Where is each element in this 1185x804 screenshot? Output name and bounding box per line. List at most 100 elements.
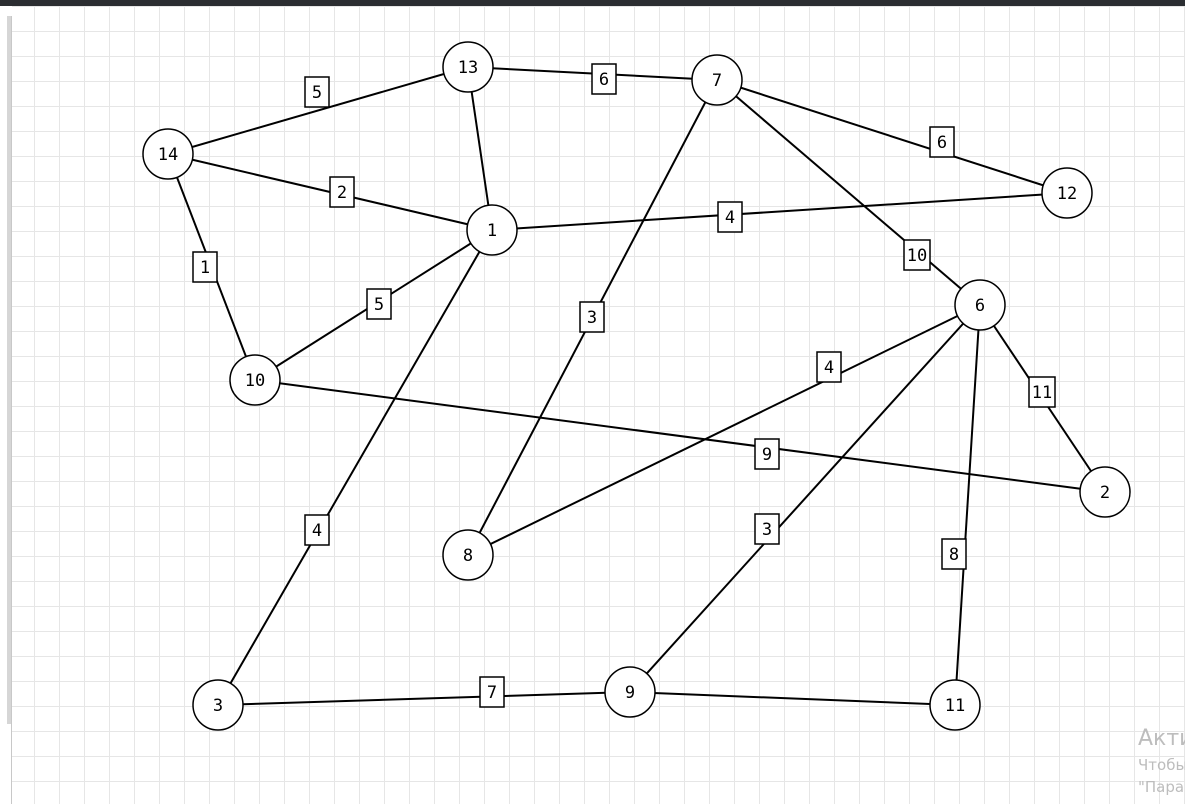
node-label: 11 [945, 696, 965, 716]
weight-label: 4 [824, 358, 834, 378]
weight-label: 10 [907, 246, 927, 266]
node-6[interactable]: 6 [954, 279, 1006, 331]
weight-box [366, 288, 392, 320]
weight-box [304, 514, 330, 546]
weight-box [903, 239, 931, 271]
weight-label: 4 [725, 208, 735, 228]
edge-weights-layer: 5 6 2 6 4 10 3 1 5 4 4 11 9 3 8 7 [192, 63, 1056, 708]
weight-box [941, 538, 967, 570]
node-label: 1 [487, 221, 497, 241]
node-circle[interactable] [691, 54, 743, 106]
weight-box [754, 513, 780, 545]
weight-label: 11 [1032, 383, 1052, 403]
window-top-bar [0, 0, 1185, 6]
node-14[interactable]: 14 [142, 128, 194, 180]
edge-weight-6-2: 11 [1028, 376, 1056, 408]
weight-box [192, 251, 218, 283]
weight-box [816, 351, 842, 383]
left-edge-divider [11, 16, 12, 804]
edge-weight-1-3: 4 [304, 514, 330, 546]
weight-label: 6 [937, 133, 947, 153]
edge-3-9 [217, 691, 631, 706]
node-circle[interactable] [442, 529, 494, 581]
node-circle[interactable] [954, 279, 1006, 331]
node-circle[interactable] [1079, 466, 1131, 518]
edge-13-1 [467, 66, 493, 231]
edge-9-11 [629, 691, 956, 706]
weight-label: 5 [374, 295, 384, 315]
weight-label: 5 [312, 83, 322, 103]
edge-weight-6-9: 3 [754, 513, 780, 545]
left-scrollbar[interactable] [7, 16, 11, 724]
weight-label: 6 [599, 70, 609, 90]
node-1[interactable]: 1 [466, 204, 518, 256]
node-11[interactable]: 11 [929, 679, 981, 731]
edge-weight-7-8: 3 [579, 301, 605, 333]
edge-6-8 [467, 304, 981, 556]
node-label: 6 [975, 296, 985, 316]
weight-label: 4 [312, 521, 322, 541]
watermark-title: Активация Windows [1138, 726, 1185, 751]
edge-6-9 [629, 304, 981, 693]
weight-label: 3 [587, 308, 597, 328]
node-12[interactable]: 12 [1041, 167, 1093, 219]
node-3[interactable]: 3 [192, 679, 244, 731]
node-circle[interactable] [466, 204, 518, 256]
weight-label: 3 [762, 520, 772, 540]
node-circle[interactable] [142, 128, 194, 180]
weight-box [717, 201, 743, 233]
edge-weight-14-13: 5 [304, 76, 330, 108]
node-label: 2 [1100, 483, 1110, 503]
node-label: 8 [463, 546, 473, 566]
edge-weight-7-12: 6 [929, 126, 955, 158]
node-circle[interactable] [442, 41, 494, 93]
node-8[interactable]: 8 [442, 529, 494, 581]
node-13[interactable]: 13 [442, 41, 494, 93]
edge-7-6 [716, 79, 981, 306]
edge-weight-6-11: 8 [941, 538, 967, 570]
weight-label: 2 [337, 183, 347, 203]
node-label: 7 [712, 71, 722, 91]
node-7[interactable]: 7 [691, 54, 743, 106]
node-circle[interactable] [929, 679, 981, 731]
weight-box [929, 126, 955, 158]
node-10[interactable]: 10 [229, 354, 281, 406]
edge-10-2 [254, 379, 1106, 493]
weight-box [579, 301, 605, 333]
node-circle[interactable] [192, 679, 244, 731]
grid-canvas[interactable]: 5 6 2 6 4 10 3 1 5 4 4 11 9 3 8 7 1 2 3 6 7 8 9 10 11 12 13 14 [12, 6, 1185, 804]
node-circle[interactable] [1041, 167, 1093, 219]
weight-box [1028, 376, 1056, 408]
edges-layer [167, 66, 1106, 706]
node-2[interactable]: 2 [1079, 466, 1131, 518]
edge-weight-1-12: 4 [717, 201, 743, 233]
edge-weight-7-6: 10 [903, 239, 931, 271]
node-label: 9 [625, 683, 635, 703]
edge-7-12 [716, 79, 1068, 194]
edge-6-11 [954, 304, 981, 706]
node-circle[interactable] [604, 666, 656, 718]
edge-weight-14-10: 1 [192, 251, 218, 283]
node-circle[interactable] [229, 354, 281, 406]
edge-1-12 [491, 192, 1068, 231]
node-label: 12 [1057, 184, 1077, 204]
node-label: 14 [158, 145, 178, 165]
weight-box [329, 176, 355, 208]
watermark-line1: Чтобы активировать Windows, перейдите в … [1138, 756, 1185, 774]
edge-weight-3-9: 7 [479, 676, 505, 708]
edge-weight-6-8: 4 [816, 351, 842, 383]
windows-activation-watermark: Активация Windows Чтобы активировать Win… [1138, 724, 1185, 804]
weight-box [754, 438, 780, 470]
weight-box [479, 676, 505, 708]
node-9[interactable]: 9 [604, 666, 656, 718]
weight-label: 9 [762, 445, 772, 465]
weight-box [304, 76, 330, 108]
edge-weight-10-2: 9 [754, 438, 780, 470]
watermark-line2: "Параметры". [1138, 778, 1185, 796]
node-label: 3 [213, 696, 223, 716]
edge-weight-10-1: 5 [366, 288, 392, 320]
edge-weight-13-7: 6 [591, 63, 617, 95]
edge-weight-14-1: 2 [329, 176, 355, 208]
